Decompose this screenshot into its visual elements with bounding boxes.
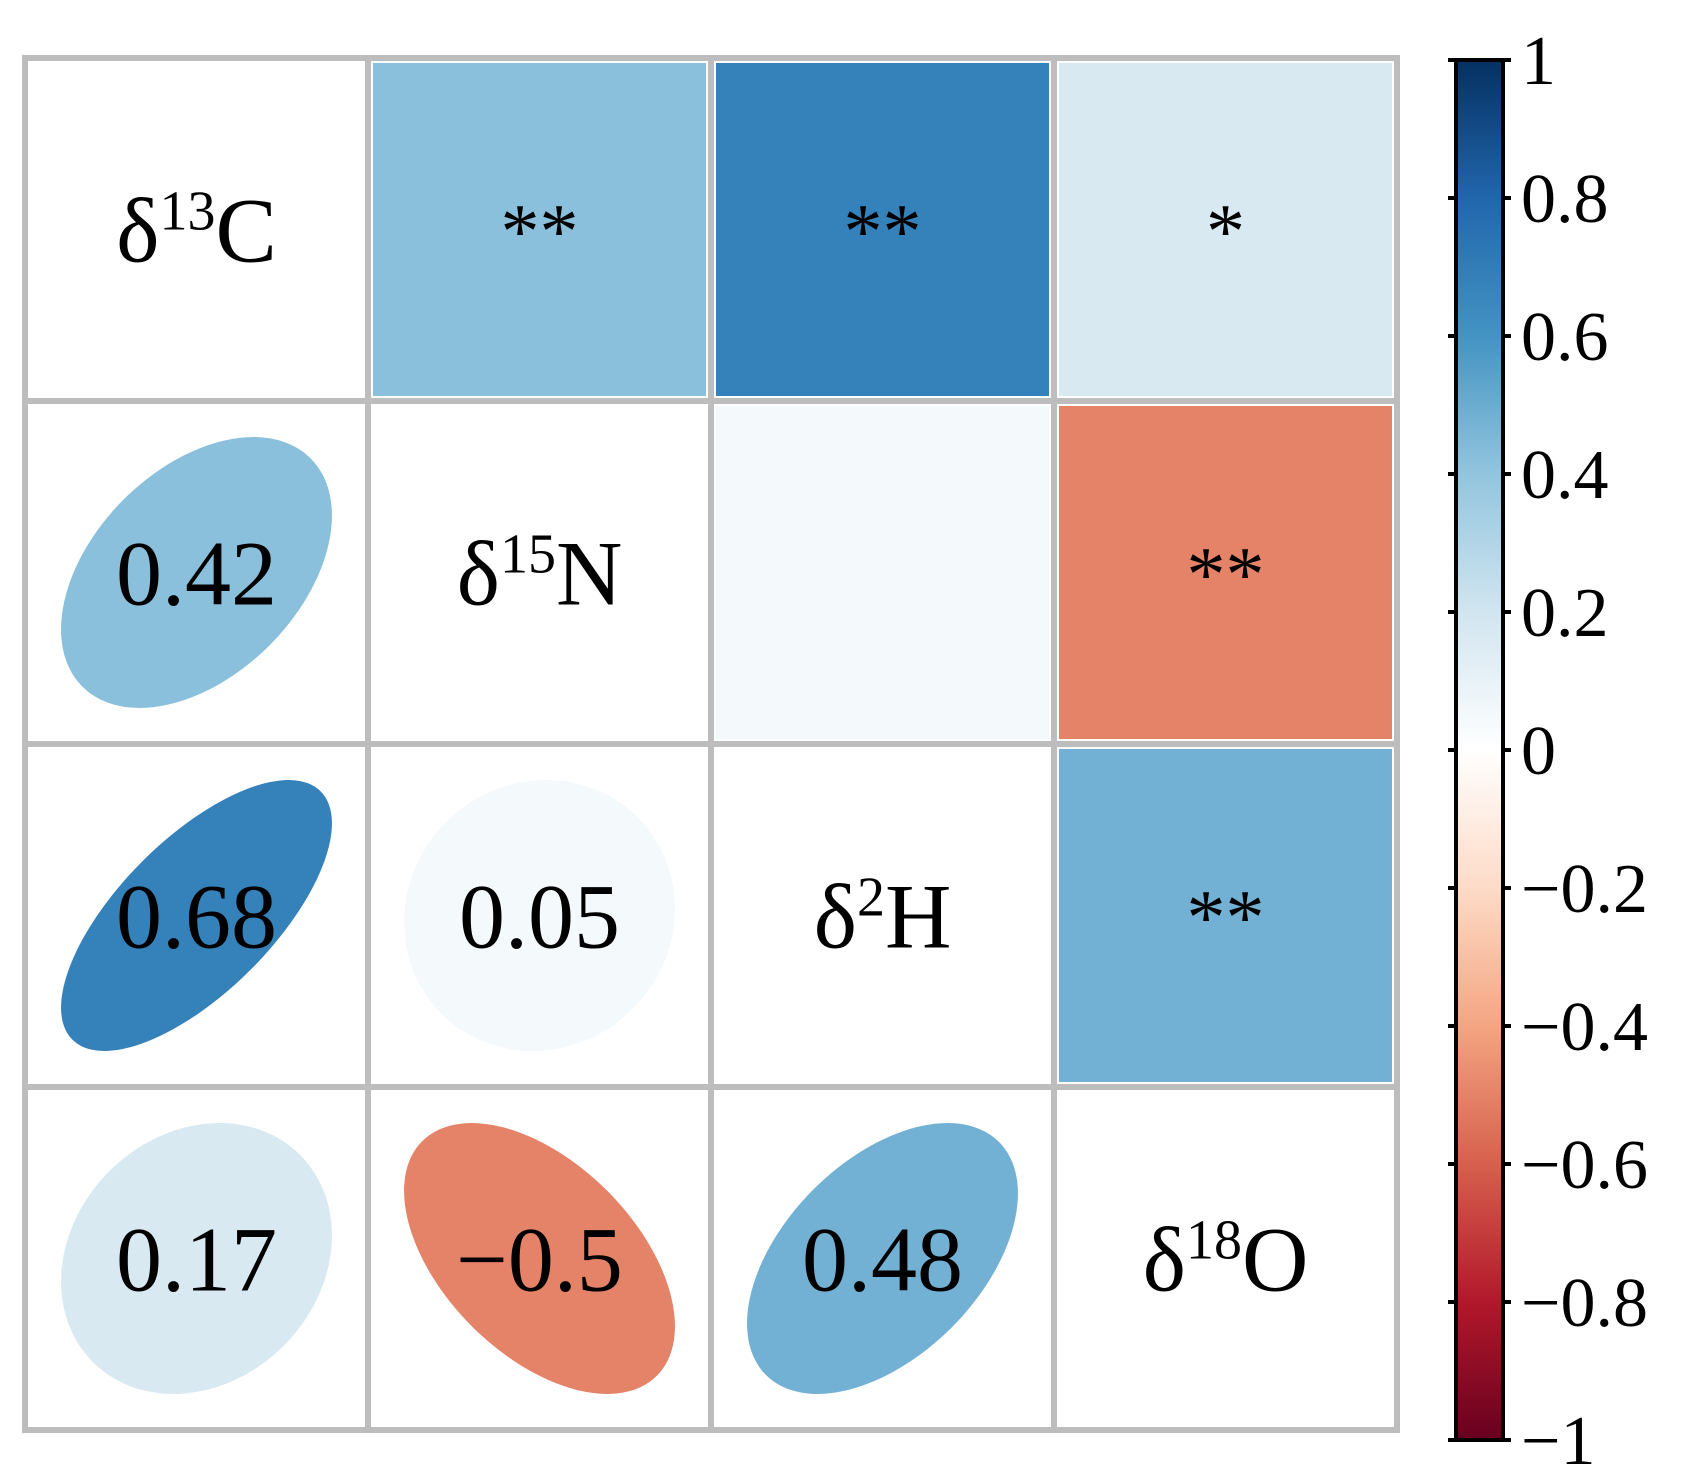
correlation-value-label: 0.68 xyxy=(116,866,277,968)
colorbar-tick-label: 0.4 xyxy=(1521,437,1609,514)
correlation-value-label: 0.42 xyxy=(116,523,277,625)
correlation-ellipse xyxy=(747,1123,1018,1394)
correlation-value-label: 0.17 xyxy=(116,1209,277,1311)
colorbar-tick-label: 0.6 xyxy=(1521,299,1609,376)
colorbar-tick-label: 0.2 xyxy=(1521,575,1609,652)
upper-square xyxy=(373,63,706,396)
significance-label: ** xyxy=(501,188,579,275)
colorbar-tick-label: 0.8 xyxy=(1521,161,1609,238)
variable-label: δ15N xyxy=(457,523,623,625)
colorbar-tick-label: 0 xyxy=(1521,713,1556,790)
upper-square xyxy=(1059,63,1392,396)
colorbar-bar xyxy=(1454,58,1505,1442)
upper-square xyxy=(716,406,1049,739)
correlation-ellipse xyxy=(61,780,332,1051)
correlation-matrix: ** ** *****0.420.68 0.050.17 −0.5 0.48δ13Cδ15… xyxy=(22,55,1400,1433)
upper-square xyxy=(1059,406,1392,739)
matrix-cell xyxy=(22,55,371,404)
colorbar: 1 0.8 0.6 0.4 0.2 0 −0.2 −0.4 −0.6 −0.8 −1 xyxy=(1448,23,1648,1473)
significance-label: ** xyxy=(1187,874,1265,961)
correlation-ellipse xyxy=(61,1123,332,1394)
variable-label: δ13C xyxy=(116,180,277,282)
colorbar-tick-label: −0.4 xyxy=(1521,989,1648,1066)
correlation-ellipse xyxy=(61,437,332,708)
colorbar-tick-label: −1 xyxy=(1521,1403,1595,1473)
variable-label: δ2H xyxy=(814,866,952,968)
colorbar-tick-label: −0.6 xyxy=(1521,1127,1648,1204)
upper-square xyxy=(1059,749,1392,1082)
significance-label: ** xyxy=(1187,531,1265,618)
significance-label: ** xyxy=(844,188,922,275)
variable-label: δ18O xyxy=(1143,1209,1309,1311)
matrix-cell xyxy=(365,398,714,747)
correlation-ellipse xyxy=(404,780,675,1051)
correlation-value-label: 0.05 xyxy=(459,866,620,968)
upper-square xyxy=(716,63,1049,396)
colorbar-tick-label: −0.2 xyxy=(1521,851,1648,928)
colorbar-tick-label: 1 xyxy=(1521,23,1556,100)
matrix-cell xyxy=(1051,1084,1400,1433)
colorbar-tick-label: −0.8 xyxy=(1521,1265,1648,1342)
correlation-value-label: 0.48 xyxy=(802,1209,963,1311)
correlation-ellipse xyxy=(404,1123,675,1394)
significance-label: * xyxy=(1206,188,1245,275)
correlation-value-label: −0.5 xyxy=(456,1209,623,1311)
